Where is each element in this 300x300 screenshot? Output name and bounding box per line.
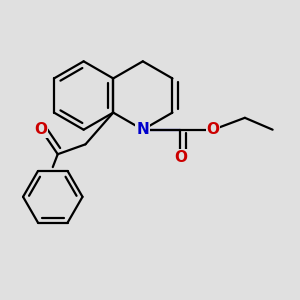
Text: O: O (34, 122, 47, 137)
Text: O: O (207, 122, 220, 137)
Text: N: N (136, 122, 149, 137)
Text: O: O (174, 150, 187, 165)
Text: N: N (136, 122, 149, 137)
